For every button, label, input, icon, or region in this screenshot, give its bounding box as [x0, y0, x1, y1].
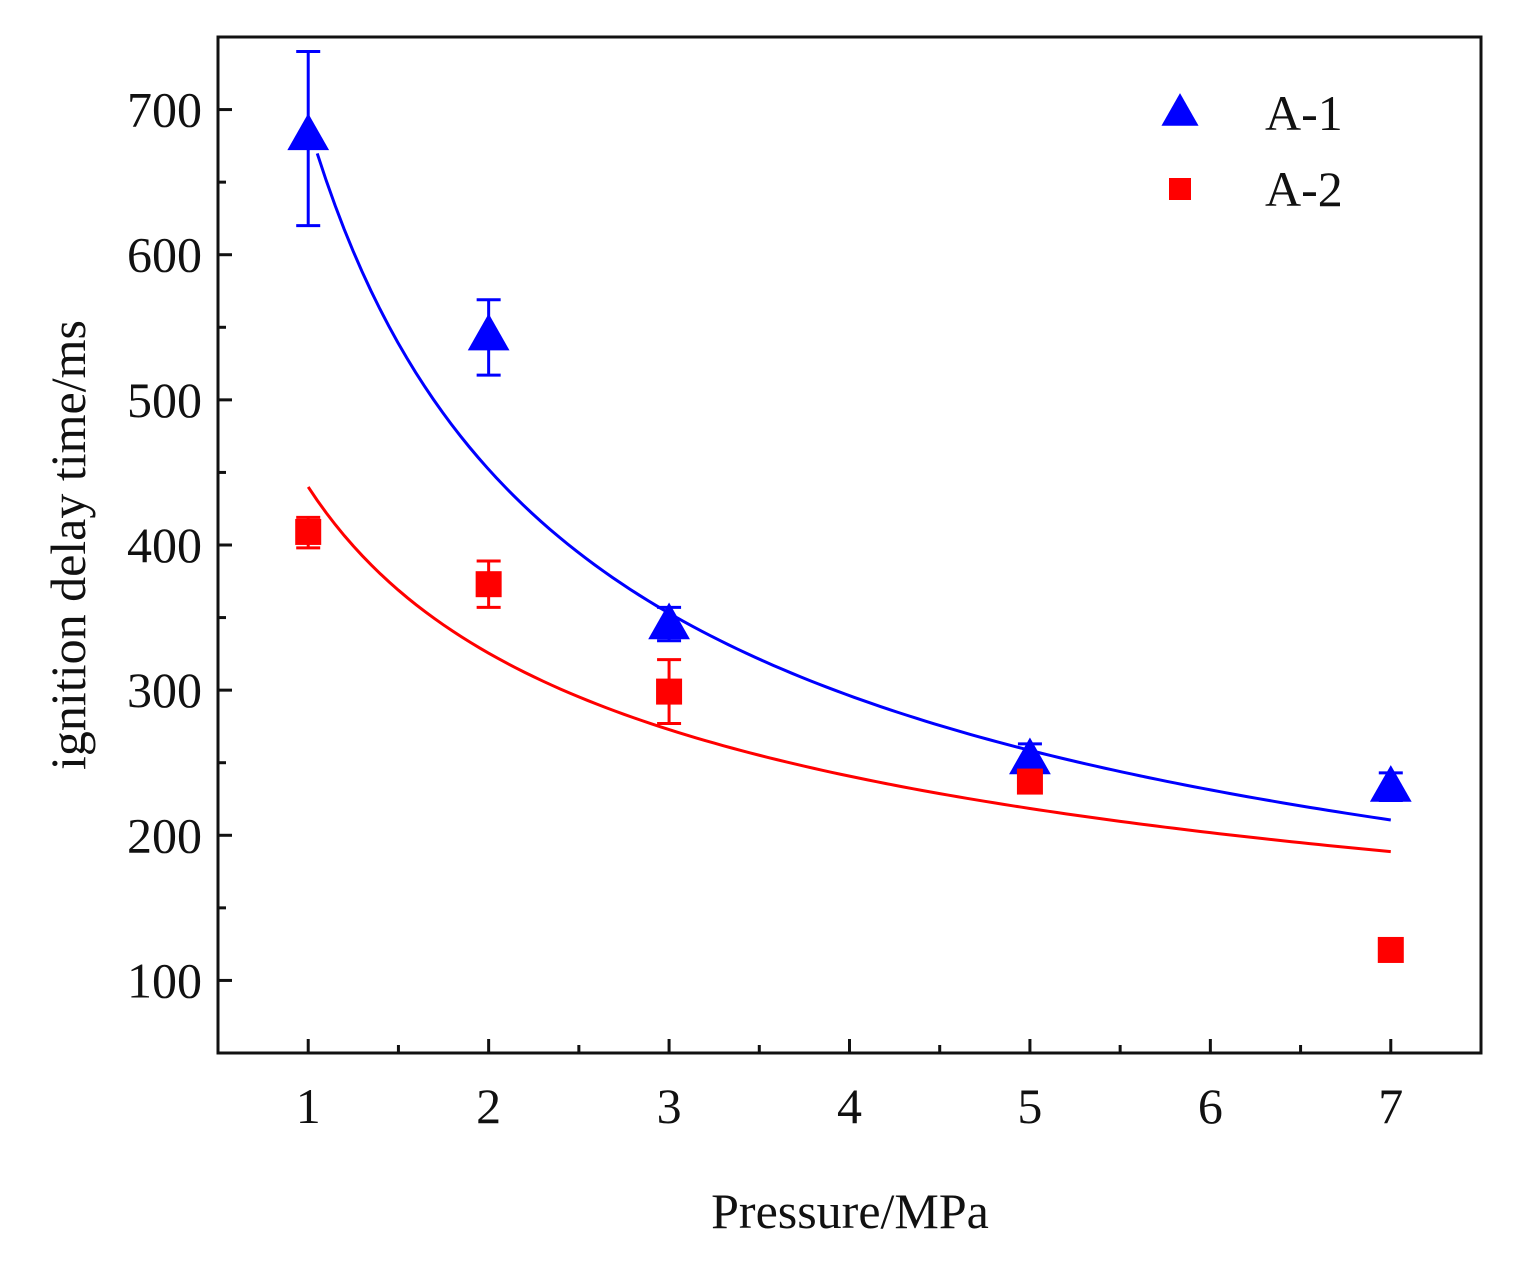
x-axis-title: Pressure/MPa — [711, 1183, 989, 1239]
y-tick-label: 200 — [127, 807, 202, 863]
point-a-2 — [1377, 936, 1404, 963]
y-tick-label: 100 — [127, 952, 202, 1008]
y-tick-label: 500 — [127, 372, 202, 428]
legend-marker-a-1 — [1161, 93, 1199, 126]
point-a-1 — [648, 602, 690, 640]
point-a-1 — [1369, 765, 1412, 802]
point-a-2 — [475, 571, 502, 598]
y-tick-label: 300 — [127, 662, 202, 718]
point-a-1 — [1009, 737, 1051, 775]
x-tick-label: 4 — [837, 1078, 862, 1134]
x-tick-label: 2 — [476, 1078, 501, 1134]
point-a-2 — [656, 678, 683, 705]
y-axis-title: ignition delay time/ms — [40, 320, 96, 770]
x-tick-label: 1 — [296, 1078, 321, 1134]
point-a-2 — [1016, 768, 1043, 795]
point-a-2 — [295, 518, 322, 545]
point-a-1 — [287, 113, 330, 151]
legend-label-a-1: A-1 — [1265, 85, 1343, 141]
legend: A-1A-2 — [1161, 85, 1343, 217]
y-tick-label: 700 — [127, 82, 202, 138]
fit-curves — [306, 152, 1392, 854]
y-tick-label: 400 — [127, 517, 202, 573]
legend-marker-a-2 — [1169, 178, 1191, 200]
axis-ticks: 1 2 3 4 5 6 7 100 200 300 400 500 600 700 — [127, 82, 1403, 1134]
x-tick-label: 3 — [657, 1078, 682, 1134]
x-tick-label: 5 — [1017, 1078, 1042, 1134]
point-a-1 — [467, 313, 510, 351]
y-tick-label: 600 — [127, 227, 202, 283]
legend-label-a-2: A-2 — [1265, 161, 1343, 217]
data-markers — [287, 113, 1412, 963]
fit-curve-a-1 — [315, 152, 1392, 822]
x-tick-label: 6 — [1198, 1078, 1223, 1134]
x-tick-label: 7 — [1378, 1078, 1403, 1134]
fit-curve-a-2 — [306, 486, 1391, 854]
error-bars — [296, 50, 1403, 802]
